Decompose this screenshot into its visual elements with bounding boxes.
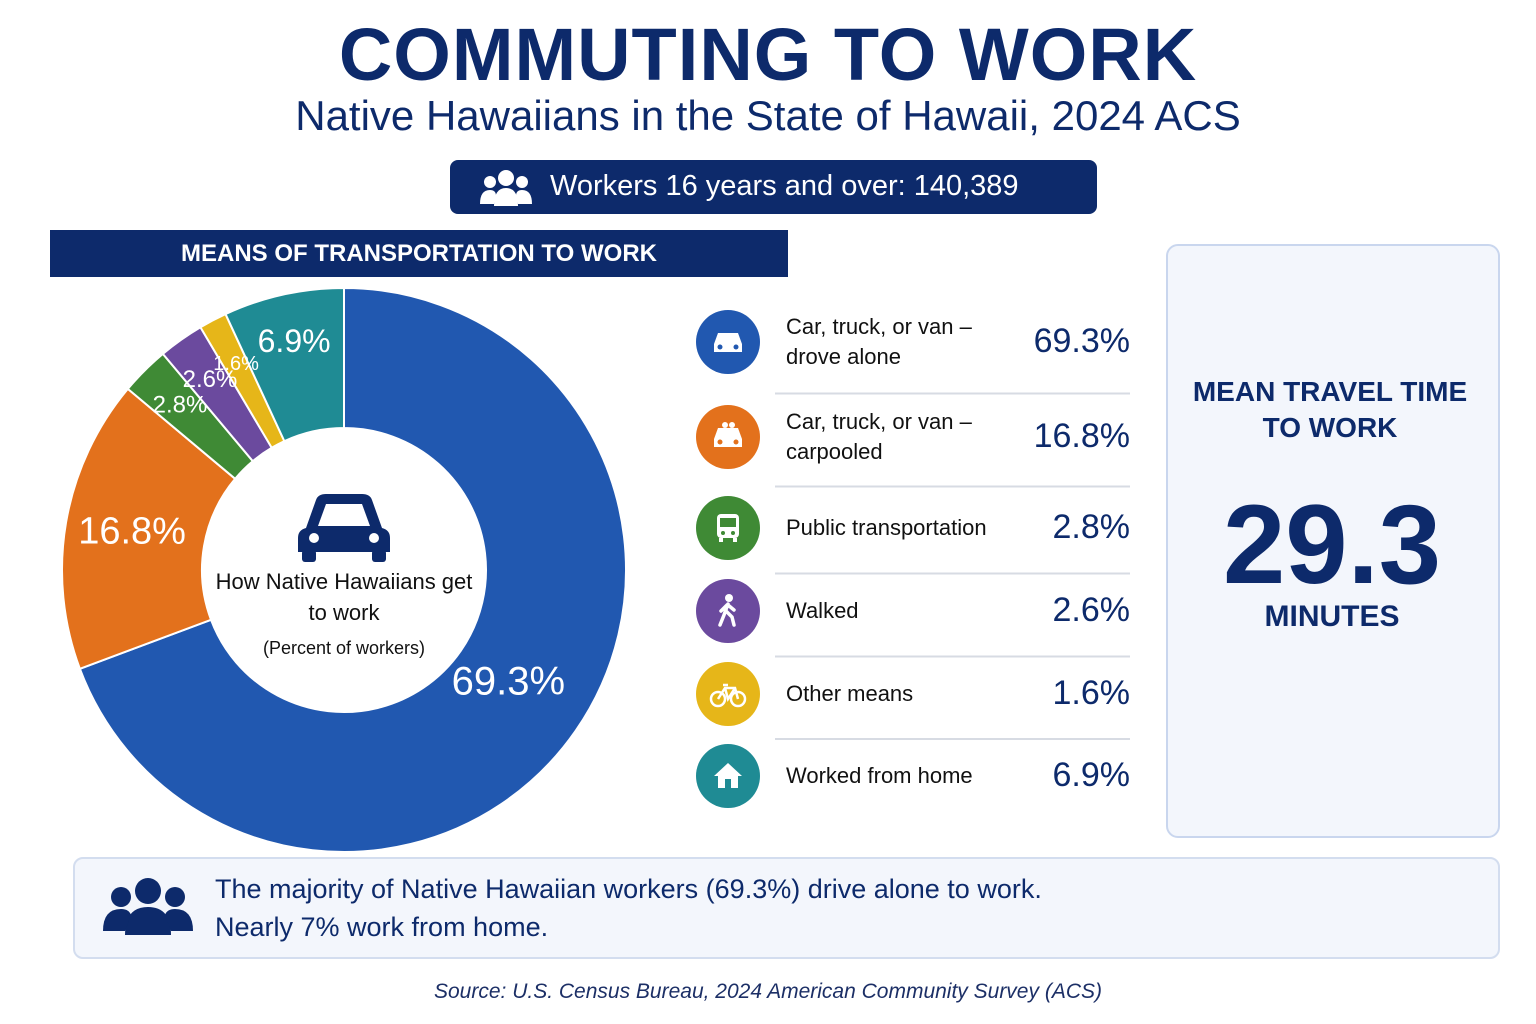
icon-part	[714, 428, 742, 447]
travel-value: 29.3	[1223, 482, 1441, 607]
icon-part	[717, 344, 723, 350]
icon-part	[718, 602, 736, 627]
legend-value: 2.6%	[1052, 591, 1131, 629]
legend-icon	[696, 310, 760, 374]
legend-icon	[696, 579, 760, 643]
icon-part	[720, 518, 736, 527]
legend-value: 1.6%	[1052, 674, 1131, 712]
center-car-icon	[298, 494, 390, 562]
icon-part	[717, 439, 723, 445]
source: Source: U.S. Census Bureau, 2024 America…	[434, 980, 1102, 1003]
slice-label: 69.3%	[452, 660, 565, 704]
legend-label: Worked from home	[786, 763, 973, 788]
slice-label: 6.9%	[258, 323, 331, 359]
legend-value: 16.8%	[1033, 417, 1130, 455]
donut-slice	[224, 286, 345, 443]
icon-part	[719, 538, 723, 542]
slice-label: 16.8%	[78, 511, 186, 553]
legend-icon	[696, 662, 760, 726]
callout-icon	[103, 878, 193, 935]
subtitle: Native Hawaiians in the State of Hawaii,…	[295, 92, 1241, 139]
icon-part	[709, 690, 727, 708]
donut-slice	[78, 286, 627, 853]
legend-value: 2.8%	[1052, 508, 1131, 546]
center-note: (Percent of workers)	[262, 638, 426, 658]
slice-label: 2.6%	[183, 366, 238, 393]
icon-part	[714, 333, 742, 352]
legend-icon	[696, 744, 760, 808]
legend-value: 6.9%	[1052, 756, 1131, 794]
icon-part	[733, 439, 739, 445]
legend-label: Public transportation	[786, 515, 987, 540]
workers-text: Workers 16 years and over: 140,389	[550, 170, 1019, 202]
icon-part	[729, 422, 735, 428]
people-icon	[480, 170, 532, 206]
icon-part	[725, 779, 731, 788]
icon-part	[733, 344, 739, 350]
slice-label: 1.6%	[213, 353, 259, 375]
travel-panel	[1166, 244, 1500, 838]
icon-part	[722, 422, 728, 428]
legend-value: 69.3%	[1033, 322, 1130, 360]
travel-unit: MINUTES	[1264, 600, 1400, 633]
legend-label: Car, truck, or van – drove alone	[786, 314, 972, 369]
icon-part	[731, 531, 735, 535]
legend-label: Other means	[786, 681, 914, 706]
travel-title: MEAN TRAVEL TIME TO WORK	[1192, 376, 1468, 443]
callout-line: Nearly 7% work from home.	[215, 912, 549, 942]
title: COMMUTING TO WORK	[338, 13, 1198, 96]
workers-pill: Workers 16 years and over: 140,389	[450, 160, 1097, 214]
legend-label: Walked	[786, 598, 859, 623]
legend-label: Car, truck, or van – carpooled	[786, 409, 972, 464]
icon-part	[716, 683, 740, 703]
callout-line: The majority of Native Hawaiian workers …	[215, 874, 1042, 904]
icon-part	[714, 763, 742, 788]
legend-icon	[696, 496, 760, 560]
legend-icon	[696, 405, 760, 469]
icon-part	[729, 690, 747, 708]
center-title: How Native Hawaiians get to work	[215, 569, 473, 625]
icon-part	[721, 531, 725, 535]
slice-label: 2.8%	[153, 391, 208, 418]
icon-part	[725, 594, 733, 602]
donut-slice	[61, 387, 237, 671]
icon-part	[733, 538, 737, 542]
section-title: MEANS OF TRANSPORTATION TO WORK	[50, 230, 788, 277]
callout	[73, 857, 1500, 959]
icon-part	[696, 662, 760, 726]
